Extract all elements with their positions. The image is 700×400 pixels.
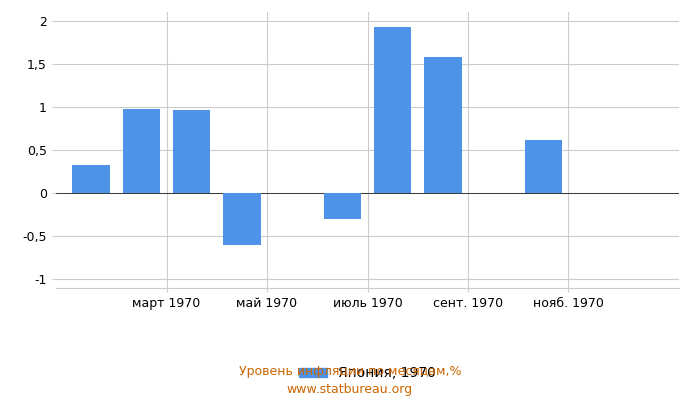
Bar: [223, 193, 260, 245]
Bar: [374, 27, 412, 193]
Bar: [323, 193, 361, 219]
Legend: Япония, 1970: Япония, 1970: [293, 361, 442, 386]
Bar: [122, 110, 160, 193]
Bar: [173, 110, 211, 193]
Text: Уровень инфляции по месяцам,%: Уровень инфляции по месяцам,%: [239, 366, 461, 378]
Bar: [72, 165, 110, 193]
Bar: [424, 57, 462, 193]
Bar: [524, 140, 562, 193]
Text: www.statbureau.org: www.statbureau.org: [287, 384, 413, 396]
